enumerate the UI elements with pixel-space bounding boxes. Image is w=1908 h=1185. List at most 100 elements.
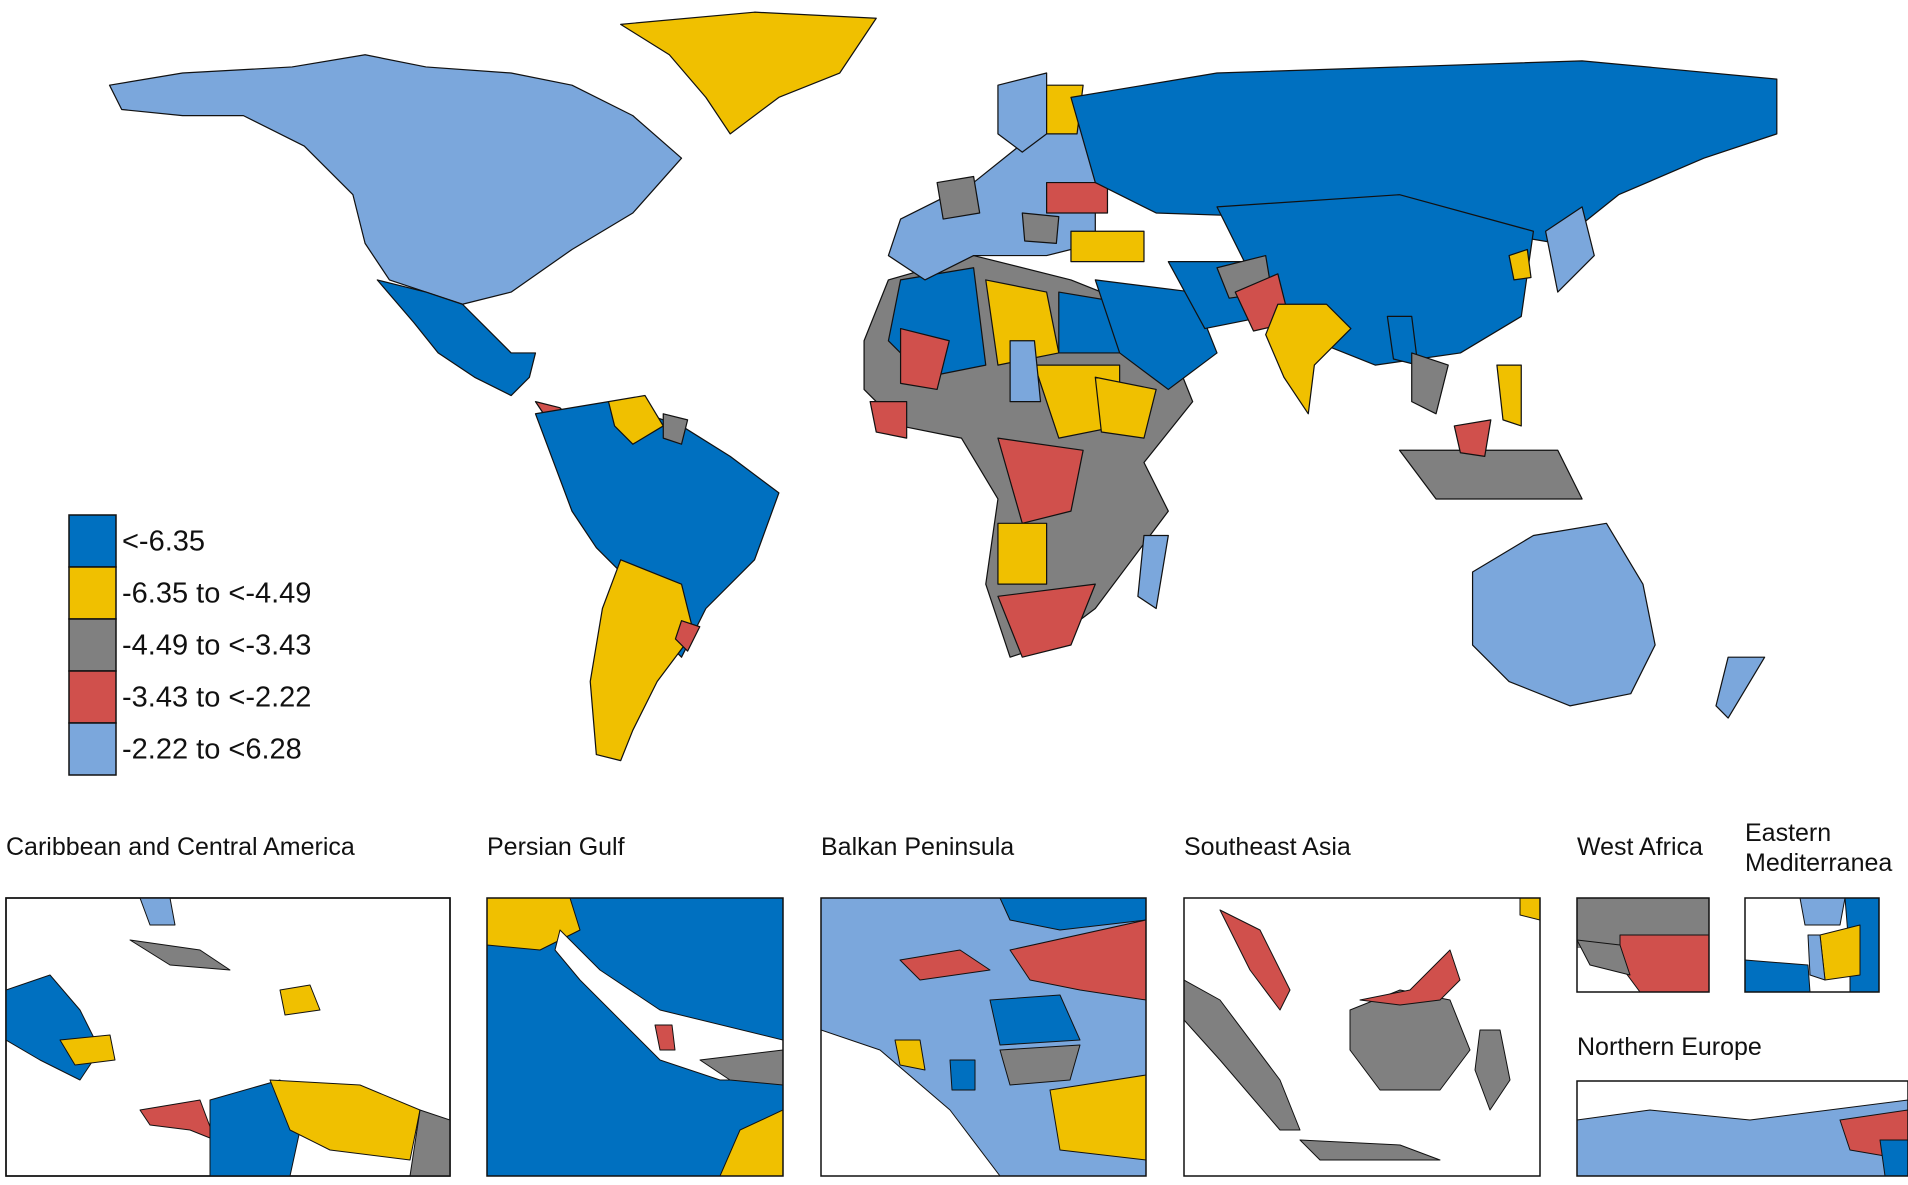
main-map xyxy=(108,11,1778,762)
region xyxy=(1715,656,1766,719)
inset-title: Eastern Mediterranea xyxy=(1745,819,1893,877)
region xyxy=(997,522,1048,585)
region xyxy=(1299,1139,1441,1161)
region xyxy=(1094,279,1218,391)
inset-border xyxy=(1576,897,1710,993)
legend: <-6.35 -6.35 to <-4.49 -4.49 to <-3.43 -3.4… xyxy=(68,514,311,776)
water xyxy=(821,1029,1001,1176)
region xyxy=(620,11,877,135)
region xyxy=(997,583,1096,658)
region xyxy=(1799,898,1846,926)
region xyxy=(1471,522,1656,707)
inset-map xyxy=(821,898,1146,1176)
region xyxy=(654,1024,676,1051)
region xyxy=(1070,60,1778,245)
region xyxy=(894,1039,926,1071)
region xyxy=(1049,1074,1146,1161)
legend-label: -2.22 to <6.28 xyxy=(122,734,302,766)
region xyxy=(139,1099,216,1141)
legend-swatch xyxy=(68,514,117,568)
inset-title: Persian Gulf xyxy=(487,833,625,861)
region xyxy=(376,279,537,397)
legend-label: <-6.35 xyxy=(122,526,205,558)
region xyxy=(1137,534,1169,610)
region xyxy=(999,1044,1081,1086)
inset-map xyxy=(487,898,783,1176)
region xyxy=(1046,181,1109,214)
region xyxy=(989,994,1081,1046)
inset-border xyxy=(5,897,451,1177)
region xyxy=(869,401,908,439)
region xyxy=(409,1109,450,1176)
region xyxy=(1411,352,1449,415)
inset-border xyxy=(1183,897,1541,1177)
inset-map xyxy=(1577,898,1709,992)
region xyxy=(1577,939,1631,976)
region xyxy=(1021,212,1060,245)
water xyxy=(554,929,783,1081)
region xyxy=(1219,909,1291,1011)
legend-label: -4.49 to <-3.43 xyxy=(122,630,311,662)
region xyxy=(1453,419,1492,457)
region xyxy=(1184,979,1301,1131)
inset-title: Northern Europe xyxy=(1577,1033,1762,1061)
inset-map xyxy=(6,898,450,1176)
region xyxy=(674,620,701,652)
region xyxy=(209,1079,301,1176)
region xyxy=(607,394,664,445)
region xyxy=(1009,340,1042,403)
region xyxy=(1544,206,1595,293)
inset-map xyxy=(1577,1081,1908,1176)
legend-swatch xyxy=(68,722,117,776)
region xyxy=(1009,919,1146,1001)
inset-border xyxy=(1744,897,1880,993)
inset-border xyxy=(486,897,784,1177)
region xyxy=(1619,934,1709,992)
region xyxy=(1359,949,1461,1006)
region xyxy=(899,327,950,391)
region xyxy=(1349,989,1471,1091)
water xyxy=(1577,1081,1908,1121)
region xyxy=(1519,898,1540,921)
region xyxy=(899,949,991,981)
region xyxy=(129,939,231,971)
region xyxy=(1745,959,1811,992)
inset-map xyxy=(1745,898,1879,992)
region xyxy=(1496,364,1522,427)
legend-swatch xyxy=(68,618,117,672)
legend-label: -6.35 to <-4.49 xyxy=(122,578,311,610)
region xyxy=(1819,924,1861,981)
legend-swatch xyxy=(68,670,117,724)
region xyxy=(1070,230,1145,263)
region xyxy=(1398,449,1583,500)
region xyxy=(589,559,695,762)
inset-title: Southeast Asia xyxy=(1184,833,1351,861)
region xyxy=(279,984,321,1016)
region xyxy=(719,1109,783,1176)
region xyxy=(1265,303,1352,415)
inset-title: Caribbean and Central America xyxy=(6,833,355,861)
region xyxy=(1807,934,1826,981)
legend-label: -3.43 to <-2.22 xyxy=(122,682,311,714)
inset-map xyxy=(1184,898,1540,1161)
region xyxy=(1879,1139,1908,1176)
region xyxy=(999,898,1146,931)
region xyxy=(997,72,1048,153)
inset-border xyxy=(1576,1080,1908,1177)
region xyxy=(59,1034,116,1066)
region xyxy=(139,898,176,926)
region xyxy=(1508,248,1532,281)
inset-title: Balkan Peninsula xyxy=(821,833,1015,861)
region xyxy=(108,54,683,305)
region xyxy=(1474,1029,1511,1111)
region xyxy=(997,437,1084,524)
region xyxy=(699,1049,783,1086)
region xyxy=(1094,376,1157,439)
inset-border xyxy=(820,897,1147,1177)
region xyxy=(269,1079,421,1161)
region xyxy=(936,175,981,220)
inset-title: West Africa xyxy=(1577,833,1703,861)
legend-swatch xyxy=(68,566,117,620)
